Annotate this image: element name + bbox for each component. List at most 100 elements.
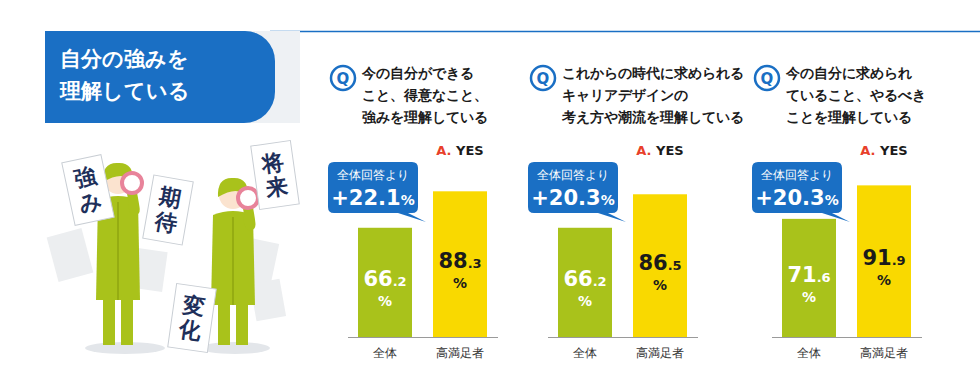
q-badge <box>755 66 779 90</box>
chart: Q これからの時代に求められるキャリアデザインの考え方や潮流を理解している A. Y… <box>528 65 744 360</box>
chart-title: 今の自分ができること、得意なこと、強みを理解している <box>361 65 488 125</box>
sign: 将来 <box>251 141 300 210</box>
sign-char: 期 <box>156 183 183 212</box>
q-badge <box>531 66 555 90</box>
label-int: 71 <box>787 263 816 287</box>
label-int: 88 <box>438 249 467 273</box>
bar <box>857 185 911 337</box>
callout-box <box>752 162 850 222</box>
baseline <box>772 337 922 338</box>
title-line: こと、得意なこと、 <box>362 87 488 103</box>
callout-caption: 全体回答より <box>337 168 409 182</box>
top-rule <box>270 31 980 33</box>
data-label: 86.5% <box>638 251 681 293</box>
infographic: 自分の強みを理解している強み期待将来変化Q今の自分ができること、得意なこと、強み… <box>0 0 980 390</box>
q-mark: Q <box>761 70 774 88</box>
bars <box>558 194 687 337</box>
callout-caption: 全体回答より <box>537 168 609 182</box>
label-int: 66 <box>563 267 592 291</box>
label-unit: % <box>578 293 592 309</box>
answer-text: YES <box>655 143 684 158</box>
title-line: 今の自分ができる <box>361 65 474 81</box>
header-title: 自分の強みを <box>60 47 189 71</box>
sign-label: 期待 <box>152 183 183 236</box>
paper <box>47 228 94 282</box>
sign: 期待 <box>143 175 194 245</box>
title-line: これからの時代に求められる <box>562 65 744 81</box>
chart-subtitle: A. YES <box>436 143 483 158</box>
data-label: 91.9% <box>862 246 905 288</box>
data-label: 66.2% <box>363 267 406 309</box>
category-label: 全体 <box>373 346 397 360</box>
title-line: 強みを理解している <box>362 109 488 125</box>
category-label: 全体 <box>797 346 821 360</box>
label-unit: % <box>453 275 467 291</box>
label-int: 91 <box>862 246 891 270</box>
answer-prefix: A. <box>436 143 456 158</box>
callout-value: +20.3% <box>755 186 838 210</box>
title-line: 考え方や潮流を理解している <box>561 109 744 125</box>
callout-unit: % <box>825 192 839 208</box>
callout: 全体回答より+20.3% <box>528 162 626 222</box>
sign-char: 化 <box>177 316 204 344</box>
label-int: 86 <box>638 251 667 275</box>
chart-title: 今の自分に求められていること、やるべきことを理解している <box>785 65 926 125</box>
figure <box>211 178 258 345</box>
sign-char: 来 <box>263 173 289 201</box>
chart-subtitle: A. YES <box>860 143 907 158</box>
sign-label: 将来 <box>260 149 290 202</box>
callout-caption: 全体回答より <box>761 168 833 182</box>
baseline <box>348 337 498 338</box>
header-tab <box>45 31 275 123</box>
magnifier <box>122 173 142 193</box>
callout-unit: % <box>401 192 415 208</box>
suit-line <box>117 202 119 300</box>
answer-prefix: A. <box>636 143 656 158</box>
label-unit: % <box>877 272 891 288</box>
shadow <box>200 342 270 354</box>
category-label: 高満足者 <box>436 346 484 360</box>
illustration: 強み期待将来変化 <box>47 141 300 354</box>
label-dec: .2 <box>593 274 607 289</box>
title-line: ていること、やるべき <box>786 87 926 103</box>
bar <box>558 228 612 337</box>
label-dec: .9 <box>892 253 906 268</box>
label-unit: % <box>653 277 667 293</box>
sign: 強み <box>62 155 114 226</box>
sign-char: み <box>77 188 105 217</box>
sign-board <box>168 284 217 353</box>
data-label: 88.3% <box>438 249 481 291</box>
sign-label: 強み <box>72 163 105 217</box>
header-panel <box>45 31 300 123</box>
category-label: 高満足者 <box>860 346 908 360</box>
q-mark: Q <box>337 70 350 88</box>
chart-subtitle: A. YES <box>636 143 683 158</box>
callout-unit: % <box>601 192 615 208</box>
bars <box>358 191 487 337</box>
sign-char: 待 <box>152 208 179 237</box>
chart: Q今の自分ができること、得意なこと、強みを理解しているA. YES66.2%88… <box>328 65 498 360</box>
q-mark: Q <box>537 70 550 88</box>
label-dec: .2 <box>393 274 407 289</box>
callout-box <box>528 162 626 222</box>
callout-box <box>328 162 426 222</box>
page-root: 自分の強みを理解している強み期待将来変化Q今の自分ができること、得意なこと、強み… <box>0 0 980 390</box>
sign-board <box>62 155 114 226</box>
header-title: 理解している <box>59 79 190 103</box>
callout-num: +20.3 <box>755 186 824 210</box>
sign-char: 将 <box>260 149 286 177</box>
answer-prefix: A. <box>860 143 880 158</box>
label-int: 66 <box>363 267 392 291</box>
sign: 変化 <box>168 284 217 353</box>
sign-char: 変 <box>180 292 206 320</box>
chart-title: これからの時代に求められるキャリアデザインの考え方や潮流を理解している <box>561 65 744 125</box>
title-line: キャリアデザインの <box>562 87 688 103</box>
sign-label: 変化 <box>177 292 208 345</box>
callout: 全体回答より +20.3% <box>752 162 850 222</box>
answer-text: YES <box>455 143 484 158</box>
category-label: 高満足者 <box>636 346 684 360</box>
answer-text: YES <box>879 143 908 158</box>
bar <box>782 219 836 337</box>
callout-num: +22.1 <box>331 186 400 210</box>
arm <box>132 193 135 210</box>
